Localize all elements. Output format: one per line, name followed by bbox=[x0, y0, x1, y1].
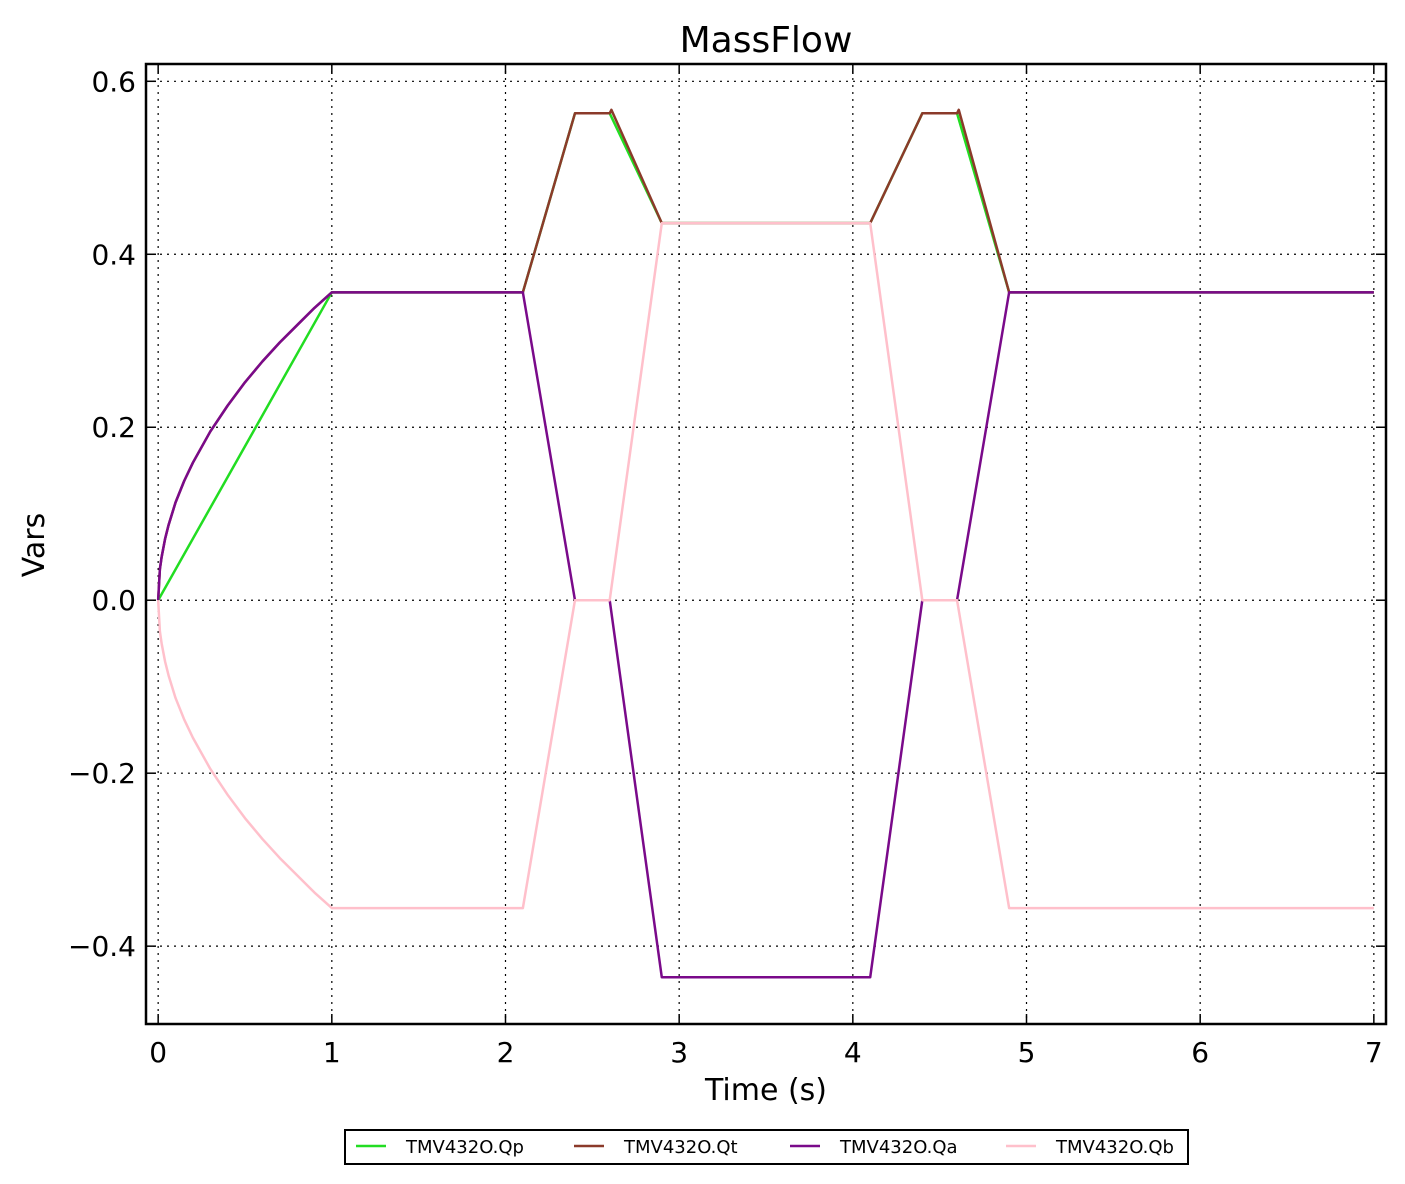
x-tick-label: 6 bbox=[1191, 1036, 1209, 1069]
x-tick-label: 7 bbox=[1365, 1036, 1383, 1069]
y-axis-title: Vars bbox=[17, 513, 52, 578]
series-line-tmv432o-qa bbox=[156, 291, 1374, 979]
series-line-tmv432o-qb bbox=[156, 221, 1374, 910]
y-tick-label: 0.2 bbox=[91, 411, 136, 444]
series-line-tmv432o-qp bbox=[157, 112, 1374, 601]
legend-label: TMV432O.Qp bbox=[405, 1137, 524, 1158]
x-tick-label: 0 bbox=[149, 1036, 167, 1069]
series-line-tmv432o-qt bbox=[156, 108, 1374, 601]
x-tick-label: 2 bbox=[497, 1036, 515, 1069]
x-tick-labels: 0 1 2 3 4 5 6 7 bbox=[149, 1036, 1383, 1069]
x-tick-label: 3 bbox=[670, 1036, 688, 1069]
chart-title: MassFlow bbox=[680, 20, 853, 61]
y-tick-label: 0.6 bbox=[91, 65, 136, 98]
legend-label: TMV432O.Qb bbox=[1055, 1137, 1174, 1158]
x-axis-title: Time (s) bbox=[704, 1073, 827, 1108]
legend-label: TMV432O.Qt bbox=[623, 1137, 738, 1158]
y-tick-label: −0.4 bbox=[68, 930, 136, 963]
x-tick-label: 1 bbox=[323, 1036, 341, 1069]
y-tick-label: 0.4 bbox=[91, 238, 136, 271]
legend-label: TMV432O.Qa bbox=[839, 1137, 958, 1158]
y-tick-labels: −0.4 −0.2 0.0 0.2 0.4 0.6 bbox=[68, 65, 136, 963]
legend-box bbox=[344, 1129, 1189, 1165]
legend: TMV432O.Qp TMV432O.Qt TMV432O.Qa TMV432O.Qb bbox=[344, 1129, 1189, 1165]
series-layer bbox=[156, 108, 1374, 979]
x-tick-label: 4 bbox=[844, 1036, 862, 1069]
ticks bbox=[146, 64, 1386, 1024]
grid bbox=[146, 64, 1386, 1024]
x-tick-label: 5 bbox=[1018, 1036, 1036, 1069]
plot-frame bbox=[144, 62, 1388, 1026]
y-tick-label: 0.0 bbox=[91, 584, 136, 617]
y-tick-label: −0.2 bbox=[68, 757, 136, 790]
